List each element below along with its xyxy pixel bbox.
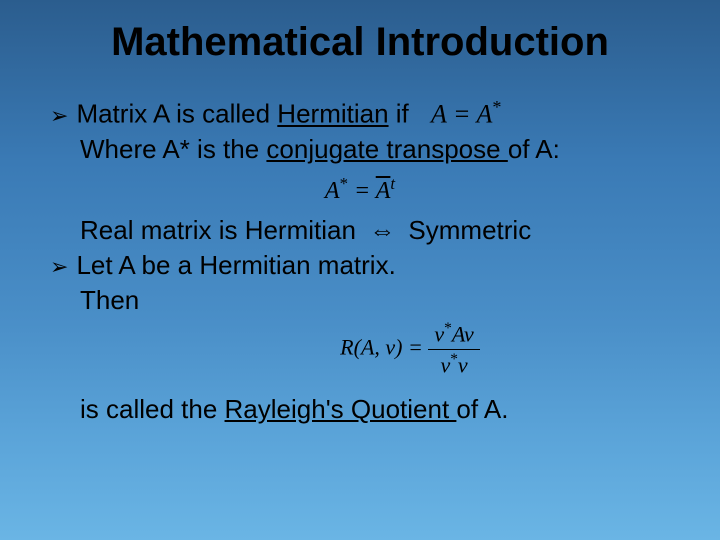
real-suffix: Symmetric (408, 215, 531, 245)
formula-a-equals-astar: A = A* (431, 95, 501, 132)
where-underlined: conjugate transpose (266, 134, 507, 164)
formula-rayleigh: R(A, v) = v*Av v*v (150, 319, 670, 380)
formula-conjugate-transpose: A* = At (50, 173, 670, 207)
bullet-let: ➢ Let A be a Hermitian matrix. (50, 248, 670, 283)
hermitian-suffix: if (389, 99, 409, 129)
slide-title: Mathematical Introduction (50, 20, 670, 65)
hermitian-underlined: Hermitian (277, 99, 388, 129)
hermitian-prefix: Matrix A is called (76, 99, 277, 129)
bullet-marker-1: ➢ (50, 101, 68, 131)
bullet-marker-2: ➢ (50, 252, 68, 282)
rayleigh-underlined: Rayleigh's Quotient (225, 394, 457, 424)
rayleigh-suffix: of A. (456, 394, 508, 424)
arrow-both-icon: ⇔ (369, 215, 395, 245)
slide-container: Mathematical Introduction ➢ Matrix A is … (0, 0, 720, 457)
line-real-symmetric: Real matrix is Hermitian ⇔ Symmetric (80, 213, 670, 248)
where-suffix: of A: (508, 134, 560, 164)
rayleigh-prefix: is called the (80, 394, 225, 424)
bullet-text-2: Let A be a Hermitian matrix. (76, 248, 670, 283)
line-then: Then (80, 283, 670, 318)
real-prefix: Real matrix is Hermitian (80, 215, 356, 245)
line-where: Where A* is the conjugate transpose of A… (80, 132, 670, 167)
line-rayleigh-quotient: is called the Rayleigh's Quotient of A. (80, 392, 670, 427)
slide-content: ➢ Matrix A is called Hermitian if A = A*… (50, 95, 670, 427)
where-prefix: Where A* is the (80, 134, 266, 164)
bullet-hermitian: ➢ Matrix A is called Hermitian if A = A* (50, 95, 670, 132)
bullet-text-1: Matrix A is called Hermitian if A = A* (76, 95, 670, 132)
then-text: Then (80, 285, 139, 315)
